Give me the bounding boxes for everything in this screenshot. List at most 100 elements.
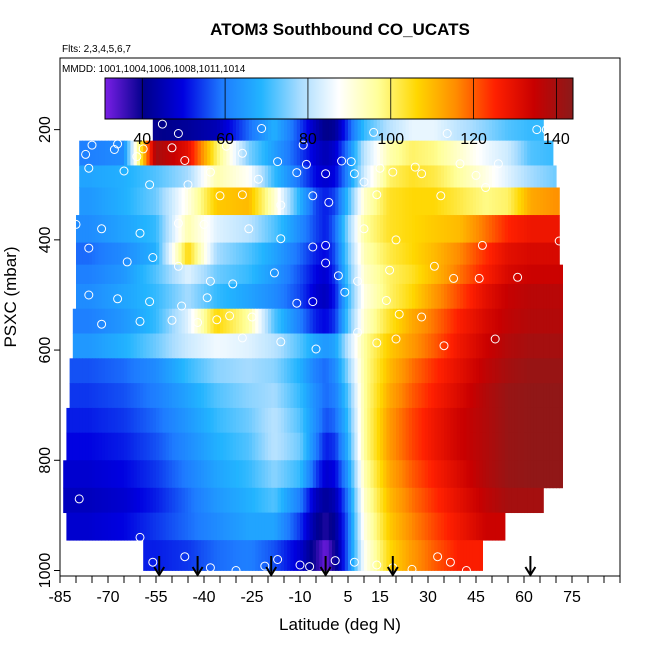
- heatmap-cell: [341, 333, 346, 359]
- heatmap-cell: [268, 407, 272, 434]
- heatmap-cell: [213, 215, 218, 243]
- heatmap-cell: [319, 242, 323, 266]
- heatmap-cell: [229, 308, 234, 334]
- heatmap-cell: [469, 308, 474, 334]
- heatmap-cell: [303, 407, 307, 434]
- heatmap-cell: [184, 460, 189, 489]
- heatmap-cell: [159, 308, 163, 334]
- sample-point: [455, 159, 465, 169]
- heatmap-cell: [82, 432, 87, 461]
- heatmap-cell: [415, 487, 419, 514]
- heatmap-cell: [274, 115, 279, 142]
- heatmap-cell: [255, 383, 259, 409]
- heatmap-cell: [501, 215, 506, 243]
- heatmap-cell: [450, 165, 455, 188]
- heatmap-cell: [504, 140, 509, 166]
- heatmap-cell: [549, 165, 554, 188]
- heatmap-cell: [440, 460, 445, 489]
- heatmap-cell: [124, 407, 128, 434]
- heatmap-cell: [520, 487, 525, 514]
- heatmap-cell: [511, 283, 515, 310]
- heatmap-cell: [415, 308, 419, 334]
- heatmap-cell: [284, 432, 288, 461]
- heatmap-cell: [140, 242, 144, 266]
- heatmap-cell: [424, 358, 429, 384]
- heatmap-cell: [111, 432, 115, 461]
- heatmap-cell: [431, 487, 435, 514]
- heatmap-cell: [226, 383, 231, 409]
- heatmap-cell: [156, 358, 160, 384]
- heatmap-cell: [136, 264, 141, 285]
- heatmap-cell: [559, 283, 563, 310]
- heatmap-cell: [476, 283, 480, 310]
- heatmap-cell: [146, 487, 151, 514]
- heatmap-cell: [476, 512, 480, 541]
- heatmap-cell: [194, 308, 199, 334]
- heatmap-cell: [485, 432, 490, 461]
- heatmap-cell: [325, 460, 330, 489]
- heatmap-cell: [543, 264, 547, 285]
- heatmap-cell: [229, 115, 234, 142]
- heatmap-cell: [498, 383, 503, 409]
- heatmap-cell: [488, 358, 493, 384]
- heatmap-cell: [181, 264, 186, 285]
- heatmap-cell: [156, 308, 160, 334]
- heatmap-cell: [543, 432, 547, 461]
- heatmap-cell: [447, 264, 451, 285]
- heatmap-cell: [210, 115, 215, 142]
- heatmap-cell: [159, 407, 163, 434]
- heatmap-cell: [184, 407, 189, 434]
- heatmap-cell: [476, 540, 480, 571]
- heatmap-cell: [287, 333, 291, 359]
- heatmap-cell: [325, 140, 330, 166]
- heatmap-cell: [159, 358, 163, 384]
- heatmap-cell: [325, 264, 330, 285]
- heatmap-cell: [463, 115, 467, 142]
- heatmap-cell: [444, 215, 448, 243]
- heatmap-cell: [456, 383, 461, 409]
- heatmap-cell: [520, 140, 525, 166]
- heatmap-cell: [322, 407, 327, 434]
- heatmap-cell: [444, 308, 448, 334]
- heatmap-cell: [351, 308, 355, 334]
- heatmap-cell: [552, 460, 557, 489]
- heatmap-cell: [437, 512, 442, 541]
- heatmap-cell: [530, 140, 535, 166]
- heatmap-cell: [236, 283, 240, 310]
- heatmap-cell: [431, 432, 435, 461]
- heatmap-cell: [360, 432, 365, 461]
- heatmap-cell: [552, 333, 557, 359]
- heatmap-cell: [338, 383, 343, 409]
- heatmap-cell: [514, 308, 519, 334]
- heatmap-cell: [437, 333, 442, 359]
- heatmap-cell: [258, 264, 263, 285]
- heatmap-cell: [360, 383, 365, 409]
- heatmap-cell: [114, 407, 119, 434]
- heatmap-cell: [120, 512, 125, 541]
- sample-point: [273, 555, 283, 564]
- heatmap-cell: [255, 540, 259, 571]
- heatmap-cell: [354, 512, 359, 541]
- heatmap-cell: [236, 308, 240, 334]
- heatmap-cell: [197, 264, 202, 285]
- heatmap-cell: [396, 165, 400, 188]
- heatmap-cell: [540, 383, 544, 409]
- heatmap-cell: [316, 308, 320, 334]
- heatmap-cell: [498, 140, 503, 166]
- sample-point: [87, 140, 97, 150]
- heatmap-cell: [143, 242, 147, 266]
- heatmap-cell: [533, 264, 538, 285]
- heatmap-cell: [498, 460, 503, 489]
- heatmap-cell: [472, 460, 477, 489]
- heatmap-cell: [232, 308, 237, 334]
- heatmap-cell: [325, 308, 330, 334]
- heatmap-cell: [440, 165, 445, 188]
- heatmap-cell: [300, 308, 304, 334]
- heatmap-cell: [101, 308, 106, 334]
- heatmap-cell: [191, 407, 195, 434]
- heatmap-cell: [216, 432, 221, 461]
- heatmap-cell: [540, 460, 544, 489]
- heatmap-cell: [428, 264, 432, 285]
- heatmap-cell: [428, 432, 432, 461]
- heatmap-cell: [466, 358, 471, 384]
